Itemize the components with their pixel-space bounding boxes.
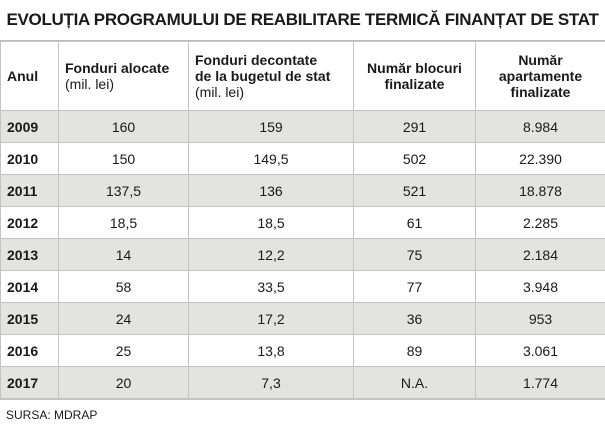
cell-year: 2015 bbox=[0, 302, 59, 335]
header-settled-line2: de la bugetul de stat bbox=[195, 68, 331, 84]
cell-funds: 24 bbox=[58, 302, 189, 335]
cell-funds: 160 bbox=[58, 110, 189, 143]
column-header-blocks: Număr blocuri finalizate bbox=[353, 41, 476, 111]
table-row: 2012 18,5 18,5 61 2.285 bbox=[0, 206, 605, 239]
cell-settled: 33,5 bbox=[188, 270, 354, 303]
cell-apartments: 3.061 bbox=[475, 334, 605, 367]
cell-settled: 18,5 bbox=[188, 206, 354, 239]
cell-year: 2010 bbox=[0, 142, 59, 175]
cell-funds: 14 bbox=[58, 238, 189, 271]
cell-funds: 25 bbox=[58, 334, 189, 367]
cell-blocks: 75 bbox=[353, 238, 476, 271]
cell-blocks: 521 bbox=[353, 174, 476, 207]
cell-funds: 150 bbox=[58, 142, 189, 175]
cell-settled: 7,3 bbox=[188, 366, 354, 399]
header-funds-line2: (mil. lei) bbox=[65, 76, 114, 92]
data-table: Anul Fonduri alocate (mil. lei) Fonduri … bbox=[0, 41, 605, 399]
table-row: 2017 20 7,3 N.A. 1.774 bbox=[0, 366, 605, 399]
cell-blocks: 89 bbox=[353, 334, 476, 367]
cell-apartments: 1.774 bbox=[475, 366, 605, 399]
cell-year: 2011 bbox=[0, 174, 59, 207]
cell-blocks: N.A. bbox=[353, 366, 476, 399]
cell-settled: 17,2 bbox=[188, 302, 354, 335]
header-funds-line1: Fonduri alocate bbox=[65, 60, 170, 76]
header-blocks-line1: Număr blocuri bbox=[367, 60, 462, 76]
cell-apartments: 953 bbox=[475, 302, 605, 335]
cell-blocks: 291 bbox=[353, 110, 476, 143]
header-settled-line1: Fonduri decontate bbox=[195, 52, 318, 68]
cell-settled: 12,2 bbox=[188, 238, 354, 271]
table-row: 2009 160 159 291 8.984 bbox=[0, 110, 605, 143]
source-note: SURSA: MDRAP bbox=[0, 399, 605, 430]
cell-funds: 18,5 bbox=[58, 206, 189, 239]
cell-blocks: 77 bbox=[353, 270, 476, 303]
header-settled-line3: (mil. lei) bbox=[195, 84, 244, 100]
column-header-apartments: Număr apartamente finalizate bbox=[475, 41, 605, 111]
table-header-row: Anul Fonduri alocate (mil. lei) Fonduri … bbox=[0, 41, 605, 111]
header-blocks-line2: finalizate bbox=[384, 76, 445, 92]
cell-apartments: 8.984 bbox=[475, 110, 605, 143]
header-year-label: Anul bbox=[7, 68, 39, 84]
table-row: 2013 14 12,2 75 2.184 bbox=[0, 238, 605, 271]
table-row: 2015 24 17,2 36 953 bbox=[0, 302, 605, 335]
cell-year: 2009 bbox=[0, 110, 59, 143]
cell-apartments: 18.878 bbox=[475, 174, 605, 207]
cell-apartments: 22.390 bbox=[475, 142, 605, 175]
cell-year: 2017 bbox=[0, 366, 59, 399]
cell-settled: 149,5 bbox=[188, 142, 354, 175]
cell-year: 2013 bbox=[0, 238, 59, 271]
page-title: EVOLUȚIA PROGRAMULUI DE REABILITARE TERM… bbox=[0, 0, 605, 41]
cell-year: 2014 bbox=[0, 270, 59, 303]
cell-settled: 159 bbox=[188, 110, 354, 143]
cell-blocks: 36 bbox=[353, 302, 476, 335]
cell-apartments: 3.948 bbox=[475, 270, 605, 303]
column-header-year: Anul bbox=[0, 41, 59, 111]
header-apts-line2: apartamente bbox=[498, 68, 583, 84]
table-row: 2010 150 149,5 502 22.390 bbox=[0, 142, 605, 175]
table-row: 2011 137,5 136 521 18.878 bbox=[0, 174, 605, 207]
cell-apartments: 2.184 bbox=[475, 238, 605, 271]
cell-apartments: 2.285 bbox=[475, 206, 605, 239]
cell-year: 2012 bbox=[0, 206, 59, 239]
table-row: 2016 25 13,8 89 3.061 bbox=[0, 334, 605, 367]
table-row: 2014 58 33,5 77 3.948 bbox=[0, 270, 605, 303]
cell-year: 2016 bbox=[0, 334, 59, 367]
cell-blocks: 61 bbox=[353, 206, 476, 239]
cell-settled: 136 bbox=[188, 174, 354, 207]
cell-funds: 20 bbox=[58, 366, 189, 399]
cell-funds: 58 bbox=[58, 270, 189, 303]
column-header-funds-allocated: Fonduri alocate (mil. lei) bbox=[58, 41, 189, 111]
column-header-funds-settled: Fonduri decontate de la bugetul de stat … bbox=[188, 41, 354, 111]
cell-funds: 137,5 bbox=[58, 174, 189, 207]
header-apts-line3: finalizate bbox=[510, 84, 571, 100]
header-apts-line1: Număr bbox=[518, 52, 563, 68]
cell-settled: 13,8 bbox=[188, 334, 354, 367]
cell-blocks: 502 bbox=[353, 142, 476, 175]
